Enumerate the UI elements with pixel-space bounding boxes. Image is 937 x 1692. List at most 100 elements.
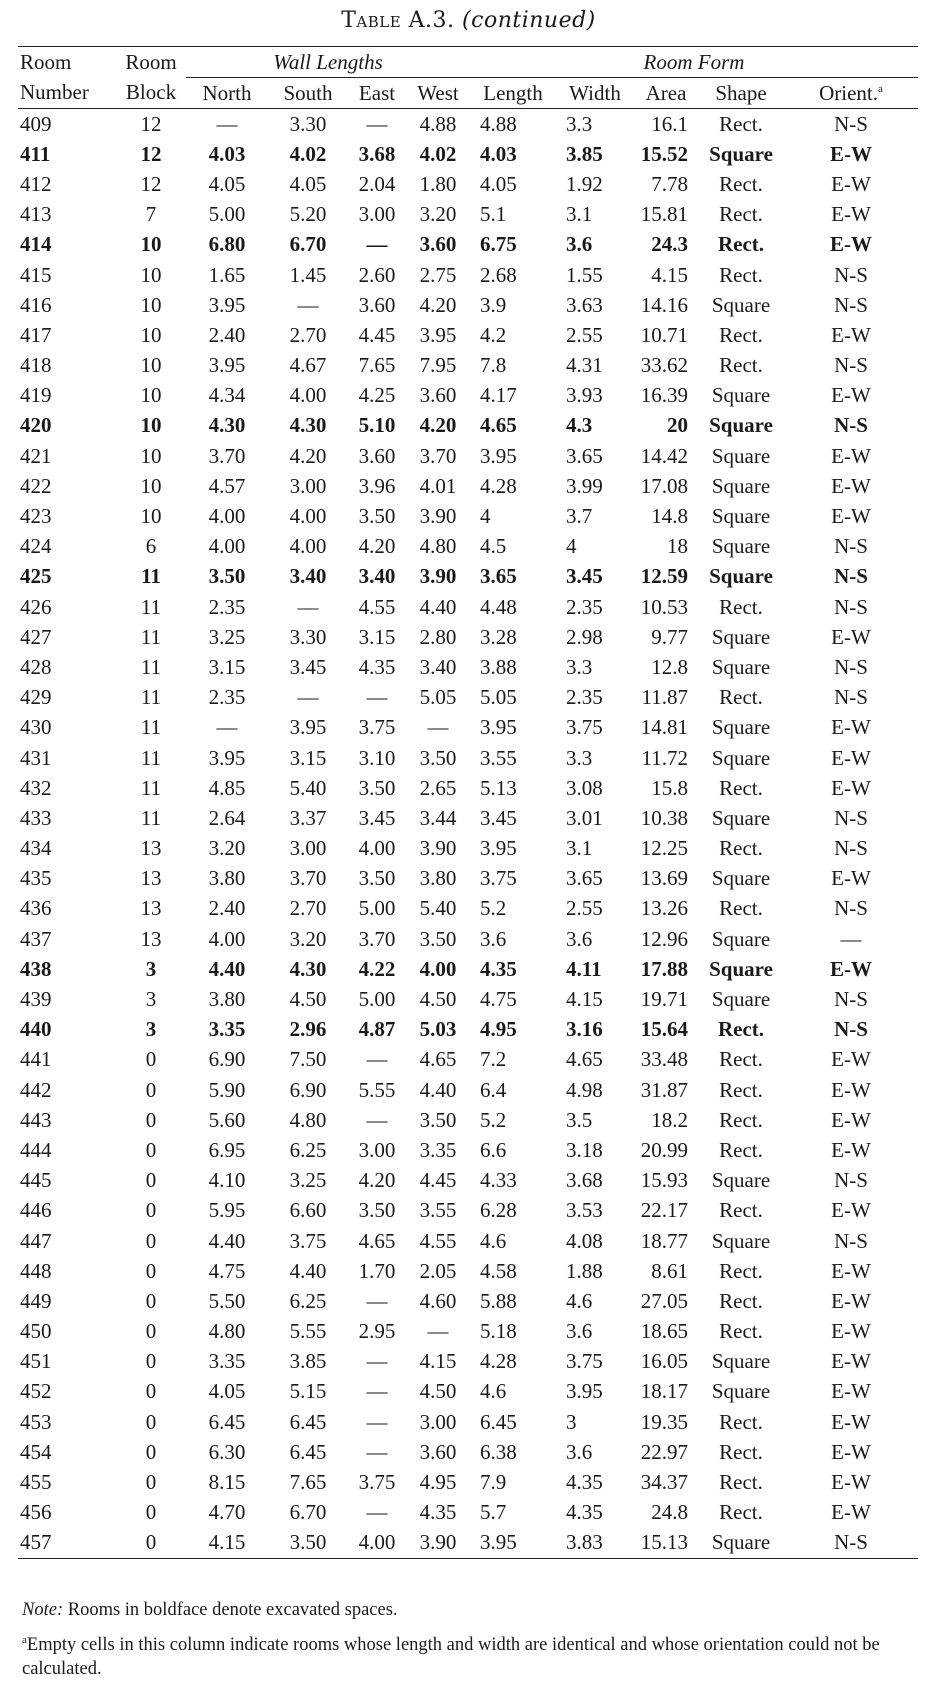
cell-orient: N-S: [834, 805, 868, 830]
cell-room: 439: [20, 987, 52, 1012]
cell-length: 5.2: [480, 1107, 507, 1132]
cell-room: 426: [20, 594, 52, 619]
cell-shape: Square: [698, 1527, 784, 1559]
cell-west: 4.40: [419, 594, 457, 619]
cell-length: 3.88: [480, 654, 517, 679]
cell-length: 6.28: [480, 1198, 517, 1223]
cell-area: 19.71: [640, 987, 688, 1012]
cell-length: 4.17: [480, 383, 517, 408]
cell-area: 11.87: [641, 685, 688, 710]
cell-area: 15.8: [651, 775, 688, 800]
table-row: 452 0 4.05 5.15 — 4.50 4.6 3.95 18.17 Square E-W: [18, 1377, 918, 1407]
cell-orient: E-W: [831, 1500, 871, 1525]
cell-length: 3.65: [480, 564, 517, 589]
cell-width: 3.75: [566, 1349, 603, 1374]
cell-room: 425: [20, 564, 52, 589]
cell-length: 4.28: [480, 473, 517, 498]
cell-room: 413: [20, 202, 52, 227]
cell-south: 5.15: [289, 1379, 327, 1404]
cell-orient: E-W: [831, 1379, 871, 1404]
cell-north: 5.60: [208, 1107, 246, 1132]
table-label: Table A.3.: [341, 8, 455, 33]
cell-orient: E-W: [831, 1258, 871, 1283]
cell-length: 4.03: [480, 141, 517, 166]
cell-north: 4.30: [208, 413, 246, 438]
cell-shape: Rect.: [719, 1319, 763, 1344]
cell-shape: Rect.: [719, 685, 763, 710]
cell-south: 5.40: [289, 775, 327, 800]
table-row: 450 0 4.80 5.55 2.95 — 5.18 3.6 18.65 Rect. E-W: [18, 1317, 918, 1347]
cell-south: 4.40: [289, 1258, 327, 1283]
cell-west: 4.20: [419, 292, 457, 317]
cell-south: 3.30: [289, 111, 327, 136]
cell-area: 12.25: [640, 836, 688, 861]
cell-shape: Rect.: [719, 1047, 763, 1072]
cell-block: 11: [140, 715, 162, 740]
cell-room: 421: [20, 443, 52, 468]
cell-length: 4.6: [480, 1379, 507, 1404]
cell-orient: N-S: [834, 1228, 868, 1253]
cell-west: 3.20: [419, 202, 457, 227]
cell-north: 6.95: [208, 1137, 246, 1162]
cell-west: 7.95: [419, 353, 457, 378]
cell-length: 4.88: [480, 111, 517, 136]
cell-length: 4.6: [480, 1228, 507, 1253]
cell-room: 436: [20, 896, 52, 921]
cell-west: 3.40: [419, 654, 457, 679]
cell-length: 6.6: [480, 1137, 507, 1162]
cell-length: 3.95: [480, 836, 517, 861]
table-row: 438 3 4.40 4.30 4.22 4.00 4.35 4.11 17.88 Square E…: [18, 954, 918, 984]
cell-orient: E-W: [831, 171, 871, 196]
cell-east: 2.60: [358, 262, 396, 287]
cell-west: 3.60: [419, 232, 457, 257]
cell-west: 5.05: [419, 685, 457, 710]
cell-south: 3.45: [289, 654, 327, 679]
cell-area: 11.72: [641, 745, 688, 770]
cell-orient: N-S: [834, 594, 868, 619]
cell-east: 3.45: [358, 805, 396, 830]
cell-block: 13: [140, 896, 162, 921]
cell-north: 4.40: [208, 956, 246, 981]
cell-north: 4.00: [208, 504, 246, 529]
cell-north: 2.64: [208, 805, 246, 830]
note-line: Note: Rooms in boldface denote excavated…: [22, 1598, 922, 1622]
cell-north: 3.15: [208, 654, 246, 679]
cell-shape: Square: [709, 413, 773, 438]
cell-east: 4.55: [358, 594, 396, 619]
cell-south: 3.85: [289, 1349, 327, 1374]
cell-room: 427: [20, 624, 52, 649]
cell-north: 6.45: [208, 1409, 246, 1434]
cell-shape: Square: [709, 141, 773, 166]
table-row: 448 0 4.75 4.40 1.70 2.05 4.58 1.88 8.61 Rect. E-W: [18, 1256, 918, 1286]
cell-shape: Rect.: [719, 262, 763, 287]
cell-area: 12.8: [651, 654, 688, 679]
cell-width: 2.35: [566, 594, 603, 619]
cell-block: 12: [140, 171, 162, 196]
cell-room: 448: [20, 1258, 52, 1283]
cell-room: 434: [20, 836, 52, 861]
table-row: 420 10 4.30 4.30 5.10 4.20 4.65 4.3 20 Square N-S: [18, 411, 918, 441]
cell-length: 6.45: [480, 1409, 517, 1434]
cell-width: 1.92: [566, 171, 603, 196]
cell-width: 3.75: [566, 715, 603, 740]
cell-orient: E-W: [831, 1137, 871, 1162]
cell-north: 8.15: [208, 1470, 246, 1495]
cell-north: 4.80: [208, 1319, 246, 1344]
cell-room: 409: [20, 111, 52, 136]
cell-length: 5.1: [480, 202, 507, 227]
cell-south: —: [297, 685, 319, 710]
cell-east: 7.65: [358, 353, 396, 378]
cell-east: 3.96: [358, 473, 396, 498]
cell-orient: E-W: [831, 443, 871, 468]
cell-west: 4.01: [419, 473, 457, 498]
cell-south: 4.00: [289, 534, 327, 559]
cell-length: 5.05: [480, 685, 517, 710]
cell-east: 3.60: [358, 292, 396, 317]
cell-room: 432: [20, 775, 52, 800]
cell-west: 4.50: [419, 987, 457, 1012]
cell-length: 3.95: [470, 1527, 556, 1559]
cell-west: 1.80: [419, 171, 457, 196]
cell-east: 4.20: [358, 534, 396, 559]
note-label: Note:: [22, 1600, 64, 1620]
cell-east: 3.50: [358, 504, 396, 529]
